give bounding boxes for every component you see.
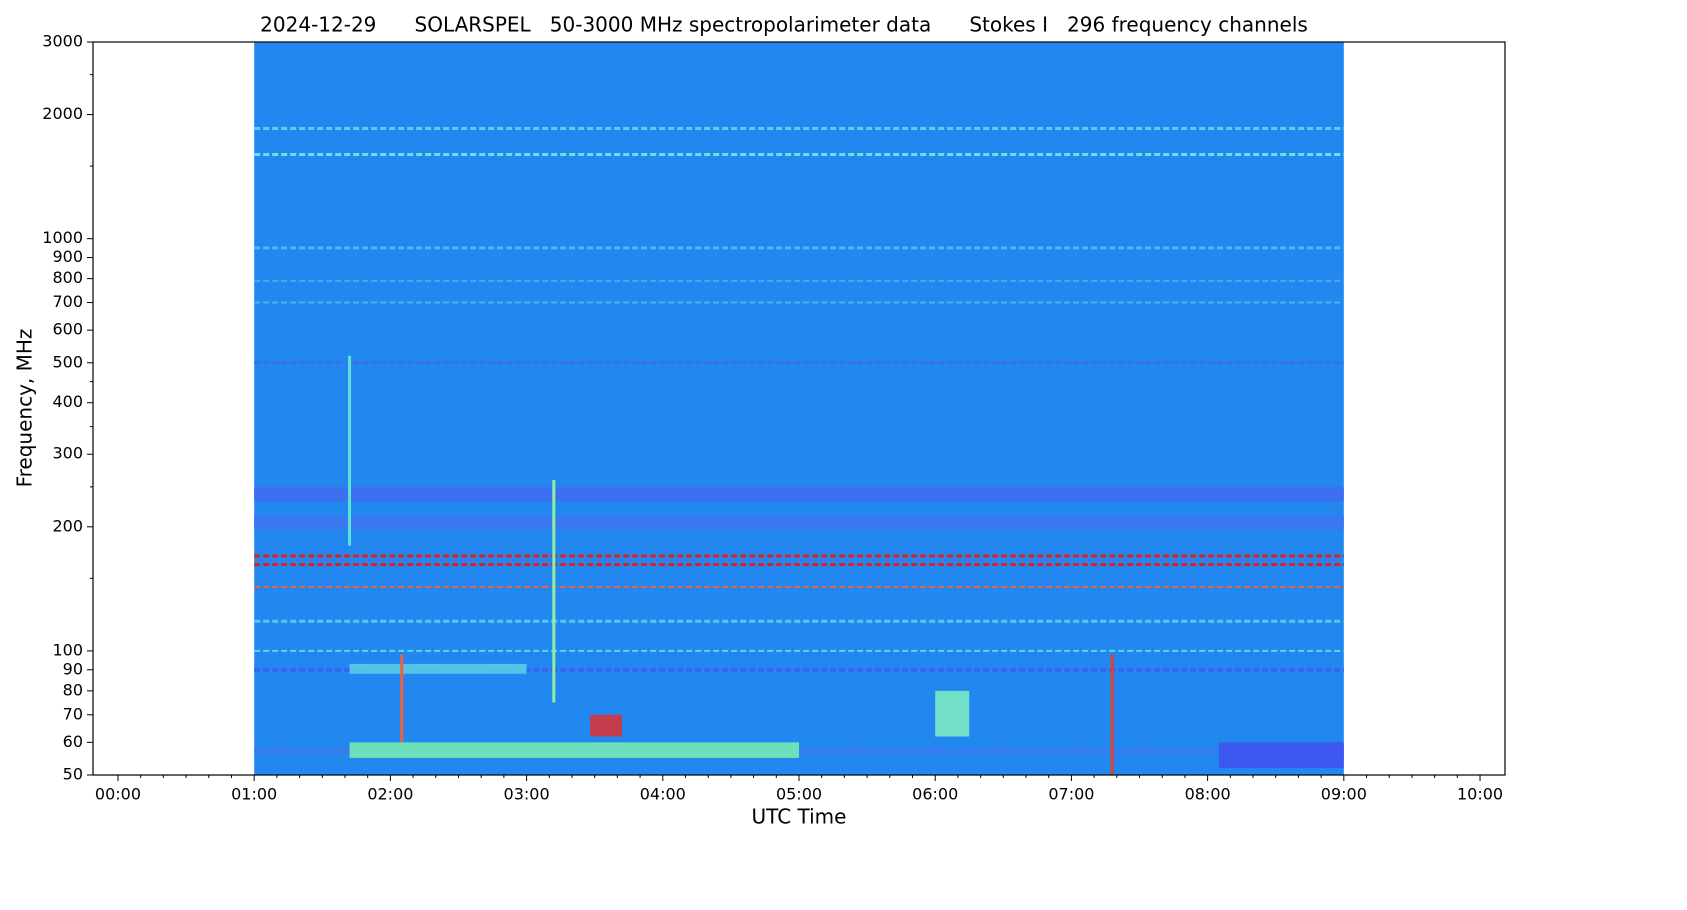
y-tick-label: 600 [52,320,83,339]
x-tick-label: 03:00 [504,785,550,804]
x-tick-label: 02:00 [367,785,413,804]
y-axis-label: Frequency, MHz [13,329,37,488]
x-tick-label: 06:00 [912,785,958,804]
x-tick-label: 01:00 [231,785,277,804]
x-tick-label: 07:00 [1048,785,1094,804]
y-tick-label: 1000 [42,228,83,247]
emission-region [349,663,527,674]
x-tick-label: 04:00 [640,785,686,804]
chart-title: 2024-12-29 SOLARSPEL 50-3000 MHz spectro… [260,13,1308,37]
y-tick-label: 300 [52,444,83,463]
x-tick-label: 08:00 [1185,785,1231,804]
x-tick-label: 09:00 [1321,785,1367,804]
y-tick-label: 70 [63,704,83,723]
x-axis-label: UTC Time [752,805,847,829]
y-tick-label: 80 [63,680,83,699]
y-tick-label: 60 [63,732,83,751]
y-tick-label: 700 [52,292,83,311]
emission-region [349,742,799,758]
emission-region [590,714,622,737]
y-tick-label: 3000 [42,32,83,51]
y-tick-label: 400 [52,392,83,411]
y-tick-label: 90 [63,659,83,678]
y-tick-label: 200 [52,516,83,535]
x-tick-label: 00:00 [95,785,141,804]
y-tick-label: 500 [52,352,83,371]
y-tick-label: 2000 [42,104,83,123]
y-tick-label: 100 [52,640,83,659]
emission-region [935,690,970,737]
x-tick-label: 05:00 [776,785,822,804]
x-tick-label: 10:00 [1457,785,1503,804]
y-tick-label: 50 [63,765,83,784]
y-tick-label: 800 [52,268,83,287]
emission-region [1218,742,1344,768]
y-tick-label: 900 [52,247,83,266]
spectrogram-background [254,42,1344,775]
